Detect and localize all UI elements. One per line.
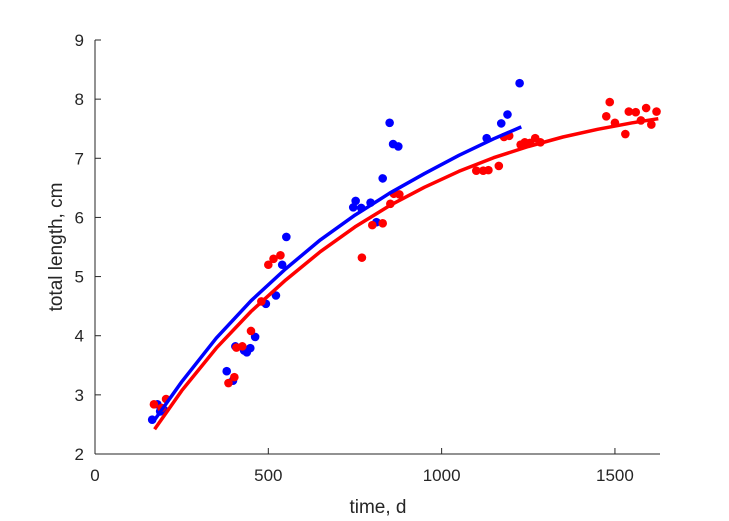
data-point xyxy=(484,165,493,175)
data-point xyxy=(385,118,394,128)
data-point xyxy=(378,219,387,228)
series-1-fit-curve xyxy=(152,125,522,422)
data-point xyxy=(348,203,358,212)
data-point xyxy=(378,174,387,183)
y-tick-label: 2 xyxy=(75,445,84,464)
axes: 0 500 1000 1500 2 3 4 5 6 7 8 9 xyxy=(75,31,660,485)
data-point xyxy=(601,111,611,121)
data-point xyxy=(641,103,651,113)
x-axis-title: time, d xyxy=(349,497,406,518)
x-tick-label: 500 xyxy=(254,466,282,485)
data-point xyxy=(149,400,159,409)
data-point xyxy=(264,260,273,270)
data-point xyxy=(224,378,233,388)
data-point xyxy=(471,166,481,176)
data-point xyxy=(222,366,232,376)
data-point xyxy=(503,110,512,119)
y-tick-label: 5 xyxy=(75,268,84,287)
data-point xyxy=(245,343,255,353)
series-2-fit-curve xyxy=(153,116,659,431)
x-tick-label: 1500 xyxy=(596,466,634,485)
data-point xyxy=(277,260,287,270)
data-point xyxy=(368,220,377,230)
data-point xyxy=(631,107,641,117)
y-tick-label: 7 xyxy=(75,149,84,168)
x-tick-label: 0 xyxy=(90,466,99,485)
data-point xyxy=(496,119,506,128)
y-axis-title: total length, cm xyxy=(46,183,67,312)
data-point xyxy=(230,372,239,382)
y-tick-label: 4 xyxy=(75,327,84,346)
data-point xyxy=(652,107,661,116)
data-point xyxy=(271,291,281,300)
y-tick-label: 6 xyxy=(75,208,84,227)
y-tick-label: 8 xyxy=(75,90,84,109)
data-point xyxy=(269,254,278,264)
y-tick-label: 3 xyxy=(75,386,84,405)
data-point xyxy=(357,253,367,262)
data-point xyxy=(246,326,256,336)
data-point xyxy=(494,161,504,171)
x-tick-label: 1000 xyxy=(423,466,461,485)
data-point xyxy=(276,250,285,260)
series-2-points xyxy=(149,97,661,413)
data-point xyxy=(515,78,524,88)
data-point xyxy=(351,196,360,206)
y-tick-label: 9 xyxy=(75,31,84,50)
data-point xyxy=(238,342,247,351)
data-point xyxy=(621,129,630,139)
data-point xyxy=(605,97,615,107)
data-point xyxy=(395,190,404,199)
plot-marks xyxy=(147,78,661,431)
data-point xyxy=(393,142,403,151)
data-point xyxy=(282,232,291,242)
data-point xyxy=(647,120,656,129)
data-point xyxy=(624,107,634,116)
